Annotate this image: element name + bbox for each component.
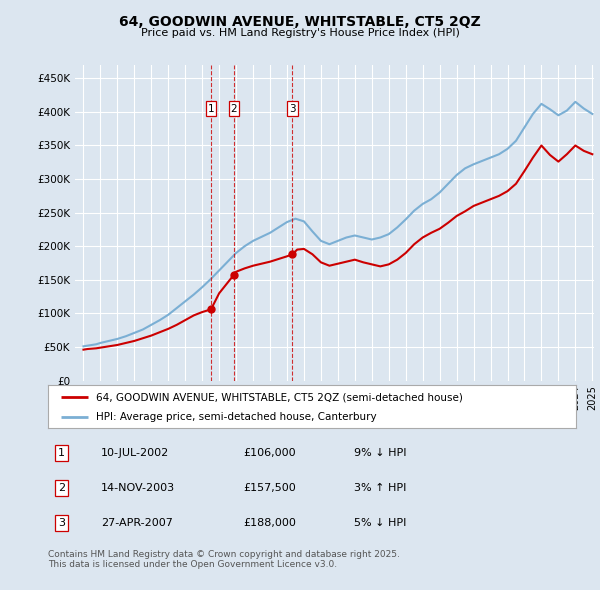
Text: 1: 1 [208,104,214,113]
Text: 1: 1 [58,448,65,458]
Text: Price paid vs. HM Land Registry's House Price Index (HPI): Price paid vs. HM Land Registry's House … [140,28,460,38]
Text: £106,000: £106,000 [244,448,296,458]
Text: 64, GOODWIN AVENUE, WHITSTABLE, CT5 2QZ: 64, GOODWIN AVENUE, WHITSTABLE, CT5 2QZ [119,15,481,29]
Text: 2: 2 [230,104,237,113]
Text: 3% ↑ HPI: 3% ↑ HPI [354,483,407,493]
Text: 64, GOODWIN AVENUE, WHITSTABLE, CT5 2QZ (semi-detached house): 64, GOODWIN AVENUE, WHITSTABLE, CT5 2QZ … [95,392,463,402]
Text: 3: 3 [58,518,65,528]
Text: HPI: Average price, semi-detached house, Canterbury: HPI: Average price, semi-detached house,… [95,412,376,422]
Text: 3: 3 [289,104,296,113]
Text: 10-JUL-2002: 10-JUL-2002 [101,448,169,458]
Text: 2: 2 [58,483,65,493]
Text: £188,000: £188,000 [244,518,296,528]
Text: 27-APR-2007: 27-APR-2007 [101,518,173,528]
Text: £157,500: £157,500 [244,483,296,493]
Text: 9% ↓ HPI: 9% ↓ HPI [354,448,407,458]
Text: 14-NOV-2003: 14-NOV-2003 [101,483,175,493]
Text: Contains HM Land Registry data © Crown copyright and database right 2025.
This d: Contains HM Land Registry data © Crown c… [48,550,400,569]
Text: 5% ↓ HPI: 5% ↓ HPI [354,518,407,528]
